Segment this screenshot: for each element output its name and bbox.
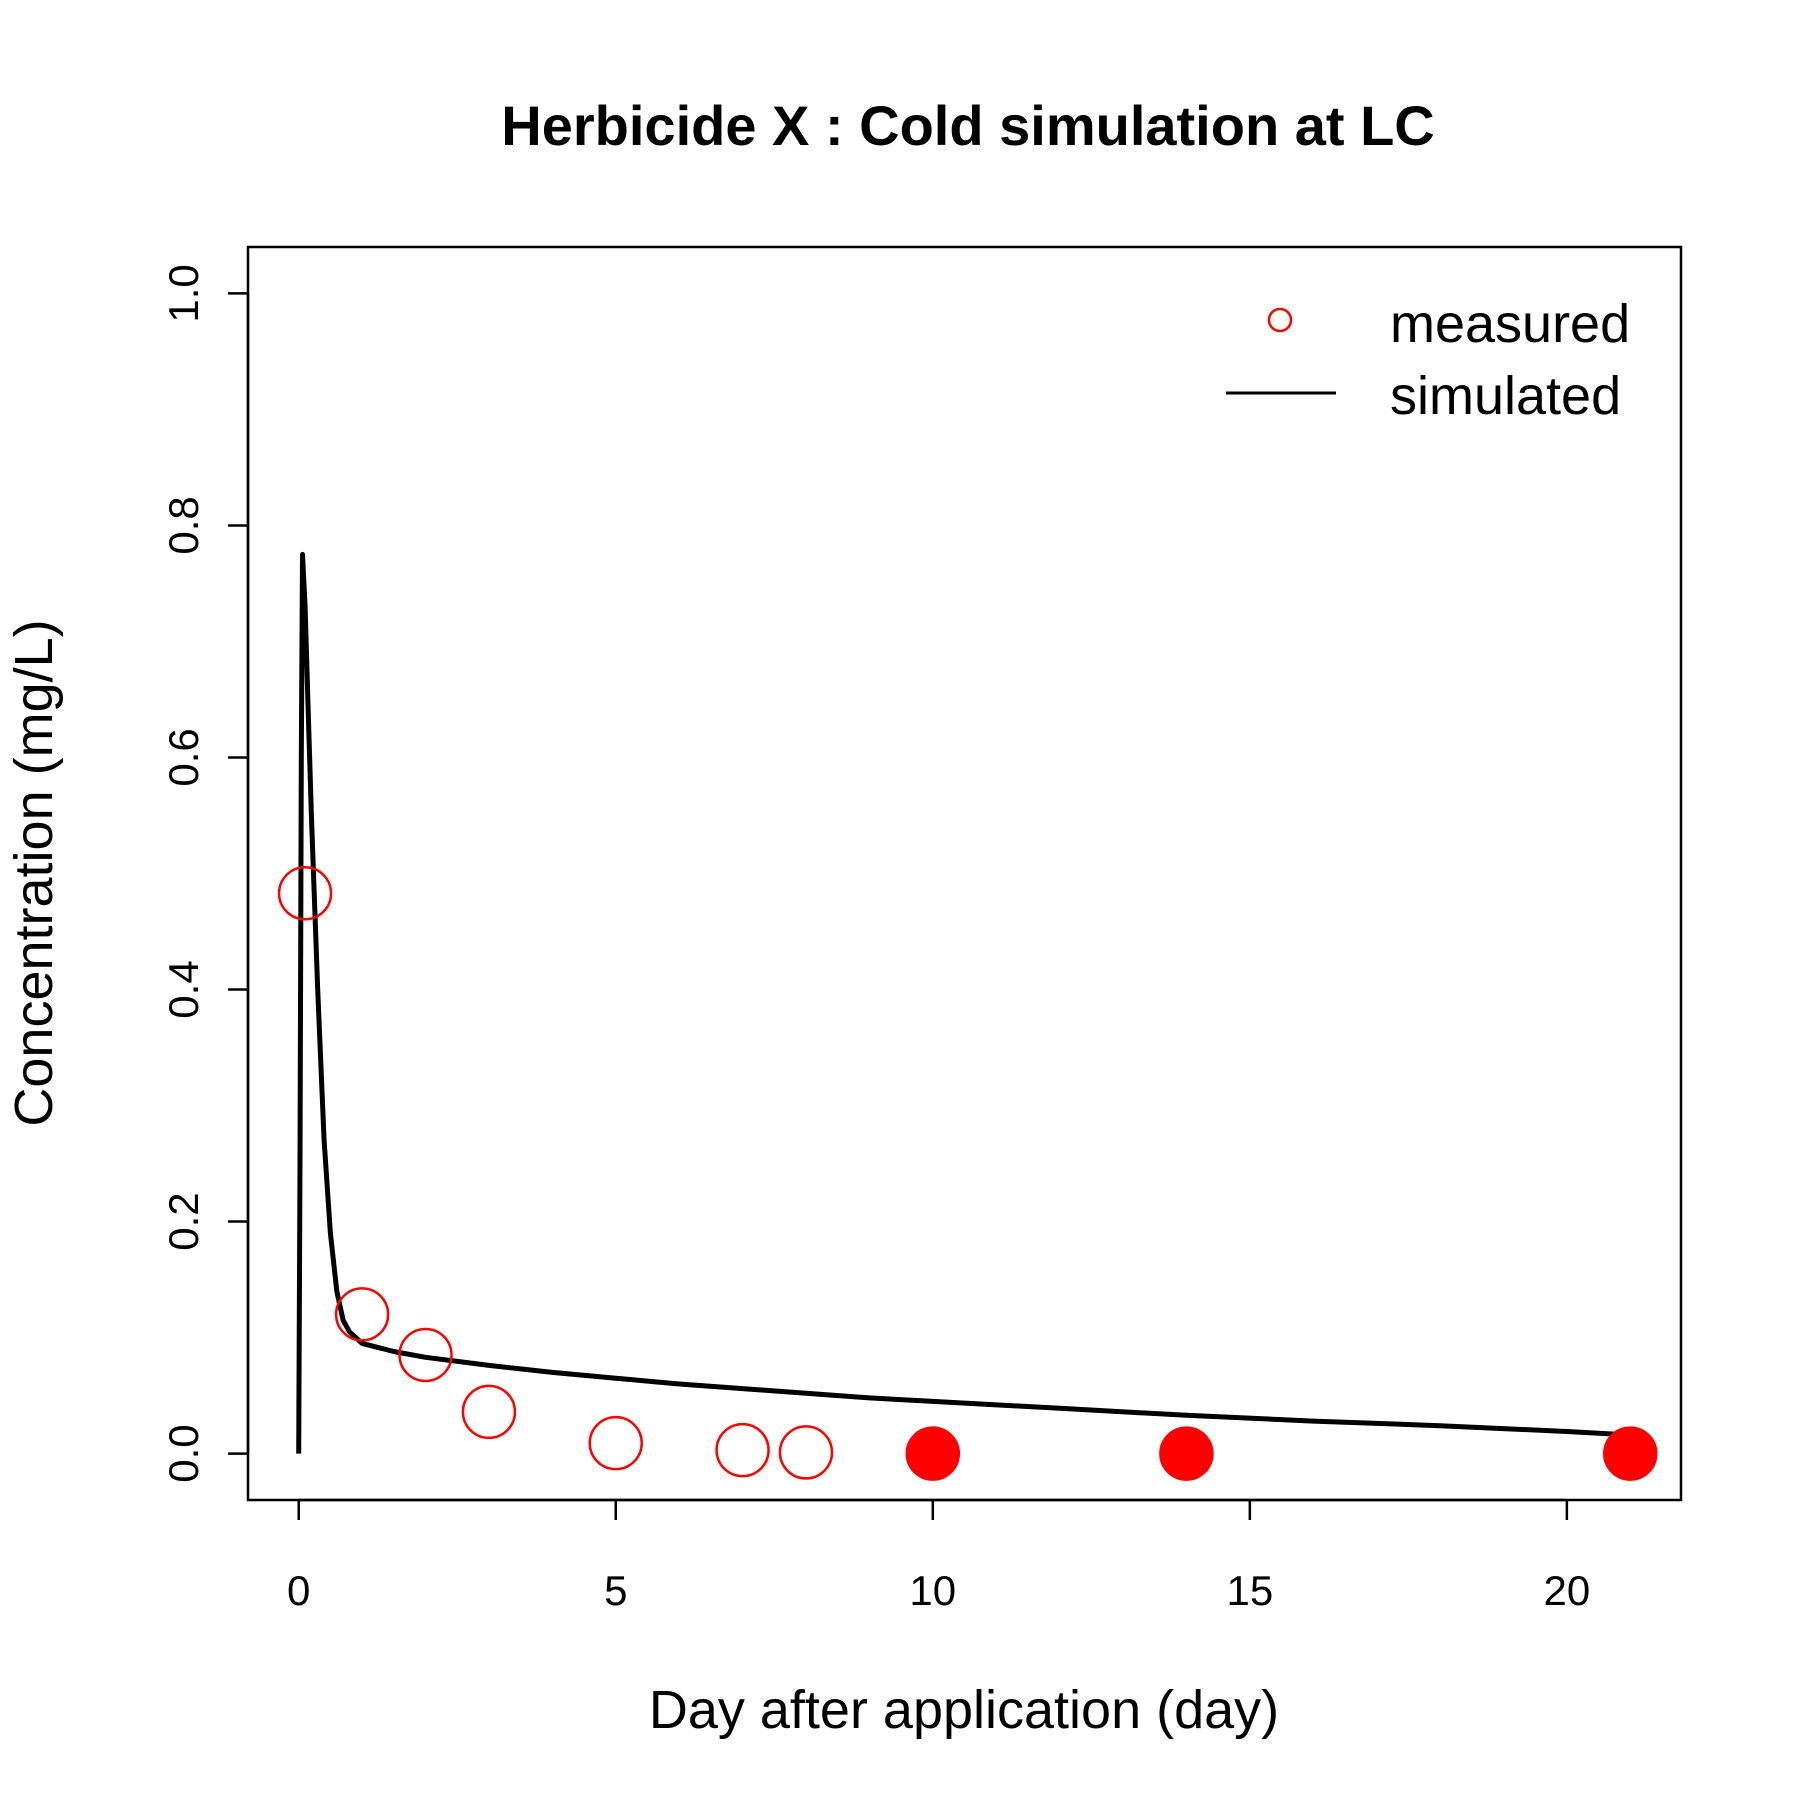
measured-point [398, 1327, 453, 1383]
x-axis: 0 5 10 15 20 [287, 1498, 1591, 1614]
x-tick-label: 10 [909, 1567, 956, 1614]
x-tick-label: 5 [604, 1567, 627, 1614]
series-layer [277, 551, 1658, 1481]
legend: measured simulated [1226, 294, 1630, 426]
x-tick-label: 20 [1544, 1567, 1591, 1614]
y-tick-label: 0.8 [160, 496, 207, 554]
x-tick-label: 0 [287, 1567, 310, 1614]
y-axis-label: Concentration (mg/L) [4, 619, 64, 1126]
measured-point [461, 1384, 517, 1440]
y-tick-label: 0.0 [160, 1424, 207, 1482]
measured-point [334, 1287, 390, 1342]
measured-point-filled [1603, 1426, 1658, 1481]
measured-point [277, 865, 333, 921]
x-tick-label: 15 [1226, 1567, 1273, 1614]
measured-point [778, 1425, 834, 1480]
y-tick-label: 0.4 [160, 960, 207, 1018]
y-tick-label: 0.2 [160, 1192, 207, 1250]
y-tick-label: 0.6 [160, 728, 207, 786]
measured-point [715, 1422, 770, 1478]
y-tick-label: 1.0 [160, 264, 207, 322]
x-axis-label: Day after application (day) [649, 1680, 1279, 1740]
y-axis: 0.0 0.2 0.4 0.6 0.8 1.0 [160, 264, 250, 1483]
legend-measured-marker [1267, 307, 1293, 333]
chart-title: Herbicide X : Cold simulation at LC [501, 94, 1434, 157]
legend-measured-label: measured [1390, 294, 1630, 354]
plot-area [246, 245, 1683, 1502]
measured-point-filled [1159, 1426, 1214, 1481]
legend-simulated-label: simulated [1390, 366, 1621, 426]
simulated-line [296, 551, 1631, 1454]
measured-point-filled [905, 1426, 961, 1481]
measured-point [588, 1415, 644, 1471]
